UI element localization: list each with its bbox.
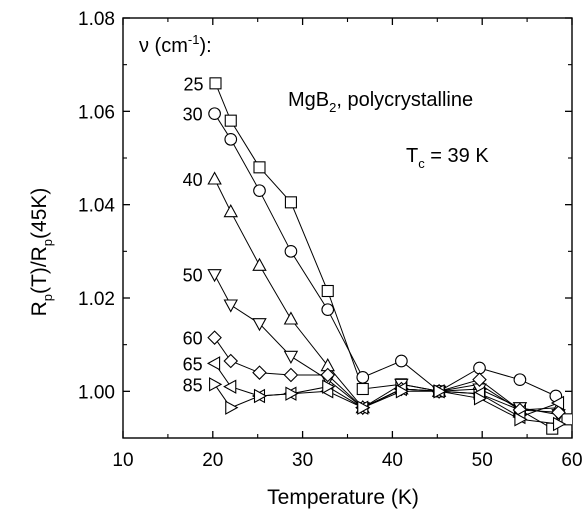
tc-base: T	[406, 145, 418, 167]
series-40	[208, 173, 565, 416]
series-line-40	[215, 179, 559, 410]
marker-circle	[322, 304, 334, 316]
series-line-50	[215, 275, 559, 415]
marker-square	[322, 286, 333, 297]
tc-tail: = 39 K	[425, 145, 490, 167]
marker-triangle-down	[224, 300, 237, 312]
marker-diamond	[224, 355, 237, 368]
series-label-85: 85	[183, 375, 203, 395]
marker-triangle-up	[285, 313, 298, 325]
series-line-60	[215, 338, 559, 413]
marker-square	[285, 197, 296, 208]
series-line-85	[215, 384, 559, 424]
x-tick-label: 50	[472, 450, 493, 471]
material-sub: 2	[329, 100, 336, 115]
series-label-30: 30	[183, 105, 203, 125]
legend-title-sup: -1	[188, 32, 200, 47]
x-tick-label: 10	[112, 450, 133, 471]
y-tick-label: 1.04	[78, 196, 115, 217]
x-tick-label: 40	[382, 450, 403, 471]
y-tick-label: 1.06	[78, 102, 115, 123]
x-tick-label: 30	[292, 450, 313, 471]
x-axis-title: Temperature (K)	[267, 486, 419, 509]
marker-square	[254, 162, 265, 173]
ylabel-mid: (T)/R	[28, 246, 51, 294]
material-annotation: MgB2, polycrystalline	[288, 89, 473, 115]
marker-triangle-right	[226, 401, 238, 414]
marker-diamond	[253, 366, 266, 379]
x-tick-label: 20	[202, 450, 223, 471]
marker-triangle-down	[285, 351, 298, 363]
series-label-40: 40	[183, 170, 203, 190]
ylabel-tail: (45K)	[28, 188, 51, 239]
marker-triangle-up	[208, 173, 221, 185]
series-30	[209, 108, 562, 402]
marker-circle	[285, 246, 297, 258]
marker-triangle-up	[253, 259, 266, 271]
marker-square	[225, 115, 236, 126]
marker-circle	[357, 372, 369, 384]
y-tick-label: 1.00	[78, 382, 115, 403]
marker-square	[210, 78, 221, 89]
marker-triangle-left	[224, 380, 236, 393]
series-label-65: 65	[183, 354, 203, 374]
series-label-25: 25	[183, 74, 203, 94]
marker-circle	[474, 362, 486, 374]
series-line-65	[215, 363, 559, 417]
y-tick-label: 1.02	[78, 289, 115, 310]
marker-diamond	[208, 331, 221, 344]
marker-triangle-right	[210, 378, 222, 391]
x-tick-label: 60	[561, 450, 582, 471]
series-65	[208, 357, 563, 423]
ylabel-sub2: p	[40, 239, 55, 246]
marker-circle	[254, 185, 266, 197]
marker-triangle-up	[224, 205, 237, 217]
y-axis-title: Rp(T)/Rp(45K)	[28, 188, 55, 317]
marker-triangle-down	[208, 270, 221, 282]
material-tail: , polycrystalline	[336, 89, 473, 111]
series-60	[208, 331, 565, 419]
series-line-30	[215, 114, 556, 396]
series-clipped	[208, 78, 573, 434]
marker-circle	[225, 134, 237, 146]
y-tick-label: 1.08	[78, 9, 115, 30]
marker-square	[357, 384, 368, 395]
marker-diamond	[284, 369, 297, 382]
ylabel-sub1: p	[40, 294, 55, 301]
legend-title-nu: ν	[139, 35, 149, 57]
series-label-60: 60	[183, 329, 203, 349]
legend-title-close: ):	[199, 35, 211, 57]
marker-circle	[514, 374, 526, 386]
tc-annotation: Tc = 39 K	[406, 145, 489, 171]
marker-triangle-left	[208, 357, 220, 370]
legend-title-open: (cm	[149, 35, 188, 57]
marker-circle	[396, 355, 408, 367]
series-label-50: 50	[183, 266, 203, 286]
ylabel-base: R	[28, 301, 51, 316]
material-base: MgB	[288, 89, 329, 111]
legend-title: ν (cm-1):	[139, 32, 212, 57]
marker-circle	[209, 108, 221, 120]
